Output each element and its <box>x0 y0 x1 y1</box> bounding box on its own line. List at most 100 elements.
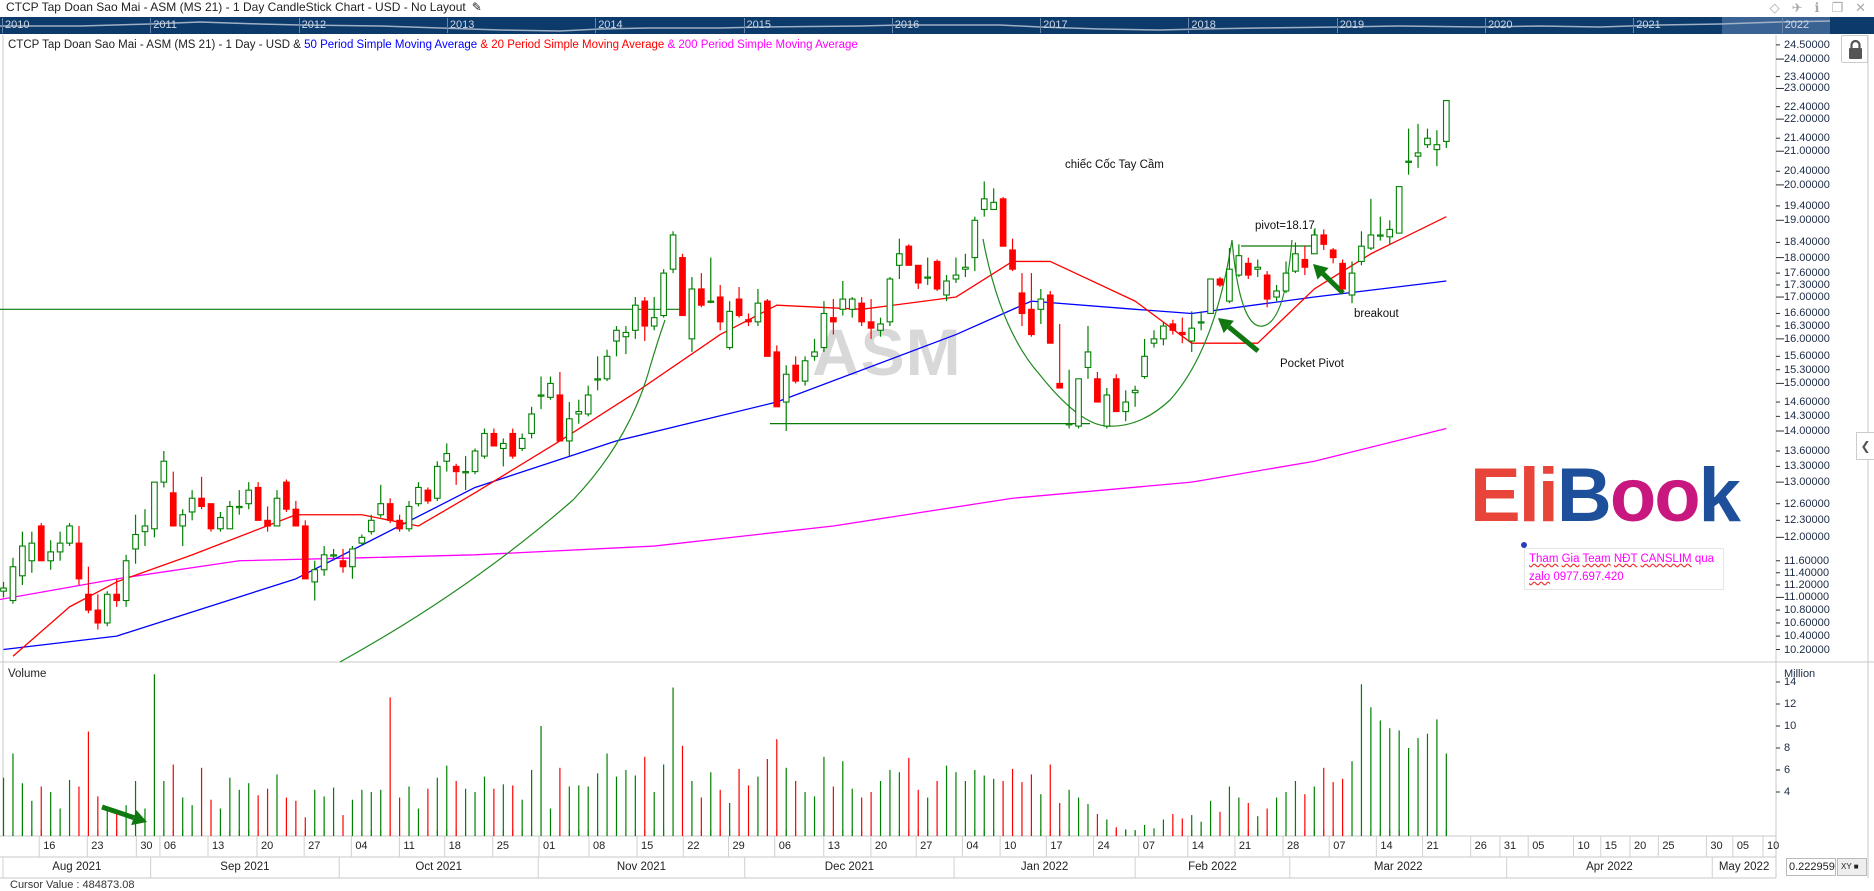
x-day-label: 15 <box>641 840 654 852</box>
note-word: qua <box>1694 553 1714 565</box>
candle-body <box>509 432 517 457</box>
candle <box>471 448 479 475</box>
breakout-label: breakout <box>1354 308 1399 320</box>
candle-body <box>924 276 932 279</box>
candle <box>254 482 262 521</box>
pin-icon[interactable]: ✈ <box>1791 0 1803 15</box>
candle-body <box>858 302 866 323</box>
candle-body <box>1160 325 1167 340</box>
candle-body <box>877 323 884 331</box>
collapse-panel-button[interactable]: ❮ <box>1856 432 1874 460</box>
candle-body <box>169 492 177 527</box>
candle-body <box>594 378 601 381</box>
lock-icon: ■ <box>1853 862 1859 871</box>
xy-value-input[interactable]: 0.2229599 <box>1786 858 1836 876</box>
candle <box>235 490 243 515</box>
candle-body <box>1254 266 1262 270</box>
candle-body <box>830 317 837 323</box>
x-month-label: Dec 2021 <box>824 861 874 873</box>
x-day-label: 20 <box>1634 840 1647 852</box>
x-month-label: May 2022 <box>1718 861 1770 873</box>
edit-pencil-icon[interactable]: ✎ <box>471 0 482 14</box>
candle-body <box>1339 262 1346 290</box>
candle <box>631 297 639 339</box>
navigator-year-label: 2020 <box>1485 18 1512 33</box>
candle-body <box>273 497 281 527</box>
time-navigator[interactable]: 2010 2011 2012 2013 2014 2015 2016 2017 2018 2019… <box>0 17 1874 34</box>
legend-ma200: & 200 Period Simple Moving Average <box>667 39 858 51</box>
candle-body <box>499 442 507 450</box>
candle <box>716 284 724 331</box>
candle <box>782 365 790 431</box>
candle-body <box>1310 234 1318 255</box>
candle <box>528 406 535 439</box>
candle <box>47 540 55 570</box>
candle-body <box>980 198 988 211</box>
restore-icon[interactable]: ❐ <box>1831 0 1844 15</box>
candle-body <box>1207 278 1214 315</box>
candle <box>801 356 809 386</box>
candle <box>273 490 281 527</box>
candle-body <box>1046 294 1054 344</box>
note-anchor-dot[interactable] <box>1521 542 1527 548</box>
candle-body <box>37 525 45 562</box>
candle <box>1178 317 1186 344</box>
candle-body <box>1188 327 1196 342</box>
pivot-label: pivot=18.17 <box>1255 220 1315 232</box>
candle-body <box>660 272 667 317</box>
note-word: Tham <box>1529 553 1559 565</box>
candle-body <box>867 321 875 329</box>
candle-body <box>235 505 243 509</box>
candle <box>396 514 403 532</box>
candle <box>1216 277 1224 287</box>
candle-body <box>311 569 319 583</box>
price-tick-label: 12.00000 <box>1784 531 1830 544</box>
candle-body <box>952 274 960 280</box>
candle <box>1367 198 1375 250</box>
x-day-label: 20 <box>874 840 888 852</box>
candle-body <box>160 460 168 483</box>
candle-body <box>896 253 903 266</box>
candle <box>933 259 941 291</box>
candle-body <box>943 280 950 296</box>
candle-body <box>1273 290 1280 298</box>
info-icon[interactable]: ℹ <box>1814 0 1820 15</box>
volume-tick-label: 4 <box>1784 786 1791 798</box>
candle-body <box>1320 234 1328 245</box>
candle <box>1310 229 1318 255</box>
candle-body <box>217 516 224 530</box>
candle <box>481 428 488 459</box>
diamond-icon[interactable]: ◇ <box>1769 0 1780 15</box>
candle <box>924 257 932 285</box>
candle <box>660 269 667 318</box>
close-icon[interactable]: ✕ <box>1855 0 1866 15</box>
xy-lock-button[interactable]: XY ■ <box>1837 858 1867 876</box>
price-tick-label: 21.40000 <box>1784 132 1830 145</box>
lock-button[interactable] <box>1841 35 1868 63</box>
x-day-label: 10 <box>1766 840 1780 852</box>
candle <box>509 428 517 459</box>
x-day-label: 22 <box>687 840 700 852</box>
candle <box>1442 100 1450 148</box>
x-day-label: 10 <box>1004 840 1017 852</box>
note-word: 0977.697.420 <box>1553 571 1624 583</box>
candle-body <box>565 418 573 442</box>
candle <box>1028 273 1035 337</box>
x-day-label: 27 <box>308 840 321 852</box>
candle <box>1320 229 1328 250</box>
candle <box>245 482 253 510</box>
text-note[interactable]: Tham Gia Team NĐT CANSLIM qua zalo 0977.… <box>1524 548 1724 590</box>
candle <box>575 399 583 424</box>
candle-body <box>528 413 535 435</box>
candle <box>877 317 884 337</box>
navigator-year-label: 2014 <box>595 18 623 33</box>
candle <box>1226 248 1233 304</box>
candle <box>132 514 139 564</box>
candle <box>547 376 554 400</box>
x-day-label: 05 <box>1532 840 1545 852</box>
candle-body <box>1112 378 1120 413</box>
candle <box>735 286 743 318</box>
candle <box>905 244 913 266</box>
candle-body <box>773 351 781 408</box>
